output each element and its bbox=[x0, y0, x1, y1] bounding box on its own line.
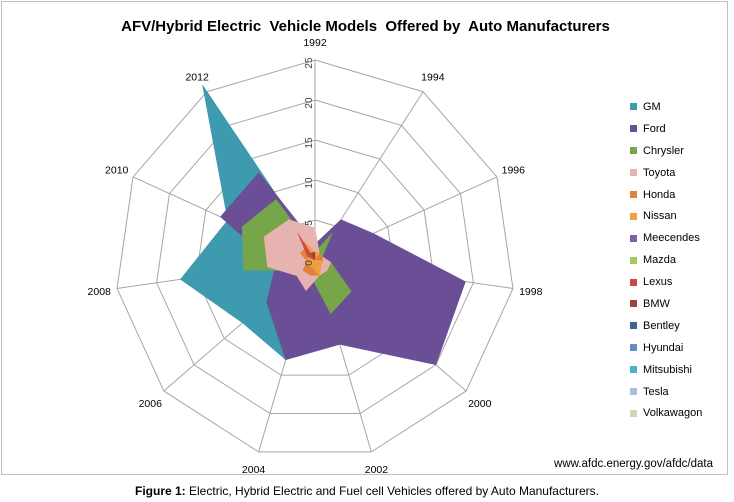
legend-swatch bbox=[630, 344, 637, 352]
legend-swatch bbox=[630, 191, 637, 198]
radial-tick-label: 5 bbox=[304, 220, 315, 226]
legend-item-bentley: Bentley bbox=[630, 315, 725, 337]
source-note: www.afdc.energy.gov/afdc/data bbox=[554, 458, 713, 470]
legend-label: Bentley bbox=[643, 319, 680, 332]
category-label-2006: 2006 bbox=[139, 398, 163, 410]
legend-swatch bbox=[630, 388, 637, 396]
legend-label: Toyota bbox=[643, 166, 676, 179]
legend-label: Volkawagon bbox=[643, 407, 703, 420]
legend-item-bmw: BMW bbox=[630, 293, 725, 315]
legend-item-honda: Honda bbox=[630, 184, 725, 206]
legend-swatch bbox=[630, 300, 637, 308]
legend-label: Chrysler bbox=[643, 144, 684, 157]
legend-label: Meecendes bbox=[643, 232, 700, 245]
legend-label: GM bbox=[643, 100, 661, 113]
legend-swatch bbox=[630, 234, 637, 242]
legend-label: Mazda bbox=[643, 254, 677, 267]
legend-item-volkawagon: Volkawagon bbox=[630, 402, 725, 424]
legend-swatch bbox=[630, 409, 637, 417]
legend-label: BMW bbox=[643, 297, 670, 310]
legend-swatch bbox=[630, 125, 637, 133]
legend-label: Nissan bbox=[643, 210, 677, 223]
category-label-1992: 1992 bbox=[303, 37, 327, 49]
radar-chart: 0 5 10 15 20 25 1992 1994 1996 1998 2000 2002 2004 2… bbox=[88, 37, 543, 476]
category-label-2012: 2012 bbox=[185, 72, 209, 84]
legend-swatch bbox=[630, 103, 637, 111]
legend-swatch bbox=[630, 322, 637, 330]
grid-ring bbox=[116, 59, 514, 453]
legend-label: Honda bbox=[643, 188, 676, 201]
chart-frame: 0 5 10 15 20 25 1992 1994 1996 1998 2000 2002 2004 2… bbox=[1, 1, 728, 476]
legend-item-meecendes: Meecendes bbox=[630, 227, 725, 249]
legend-swatch bbox=[630, 366, 637, 374]
legend-label: Hyundai bbox=[643, 341, 684, 354]
legend-swatch bbox=[630, 212, 637, 220]
legend-label: Lexus bbox=[643, 276, 673, 289]
legend-item-mitsubishi: Mitsubishi bbox=[630, 359, 725, 381]
category-label-1994: 1994 bbox=[421, 72, 445, 84]
category-label-2010: 2010 bbox=[105, 164, 129, 176]
chart-title: AFV/Hybrid Electric Vehicle Models Offer… bbox=[121, 18, 610, 35]
legend-label: Mitsubishi bbox=[643, 363, 692, 376]
caption-text: Electric, Hybrid Electric and Fuel cell … bbox=[189, 484, 599, 498]
legend-label: Tesla bbox=[643, 385, 669, 398]
figure-caption: Figure 1: Electric, Hybrid Electric and … bbox=[0, 484, 734, 498]
series-area-bmw bbox=[310, 251, 316, 261]
legend-swatch bbox=[630, 169, 637, 177]
legend-swatch bbox=[630, 278, 637, 286]
radial-tick-label: 15 bbox=[304, 137, 315, 149]
legend-item-mazda: Mazda bbox=[630, 249, 725, 271]
category-label-1998: 1998 bbox=[519, 286, 543, 298]
radial-tick-label: 0 bbox=[304, 260, 315, 266]
legend-swatch bbox=[630, 147, 637, 155]
legend: GM Ford Chrysler Toyota Honda Nissan Meecendes… bbox=[630, 96, 725, 424]
grid-ring bbox=[156, 99, 474, 415]
radial-tick-label: 20 bbox=[304, 97, 315, 109]
legend-label: Ford bbox=[643, 122, 666, 135]
legend-item-nissan: Nissan bbox=[630, 205, 725, 227]
legend-item-lexus: Lexus bbox=[630, 271, 725, 293]
legend-item-gm: GM bbox=[630, 96, 725, 118]
category-label-2008: 2008 bbox=[88, 286, 112, 298]
radial-tick-label: 10 bbox=[304, 177, 315, 189]
legend-swatch bbox=[630, 256, 637, 264]
category-label-2000: 2000 bbox=[468, 398, 492, 410]
category-label-1996: 1996 bbox=[502, 164, 526, 176]
legend-item-hyundai: Hyundai bbox=[630, 337, 725, 359]
category-label-2004: 2004 bbox=[242, 464, 266, 476]
legend-item-ford: Ford bbox=[630, 118, 725, 140]
caption-label: Figure 1: bbox=[135, 484, 186, 498]
legend-item-chrysler: Chrysler bbox=[630, 140, 725, 162]
grid-ring bbox=[195, 139, 435, 376]
category-label-2002: 2002 bbox=[365, 464, 389, 476]
legend-item-toyota: Toyota bbox=[630, 162, 725, 184]
radial-tick-label: 25 bbox=[304, 57, 315, 69]
legend-item-tesla: Tesla bbox=[630, 381, 725, 403]
